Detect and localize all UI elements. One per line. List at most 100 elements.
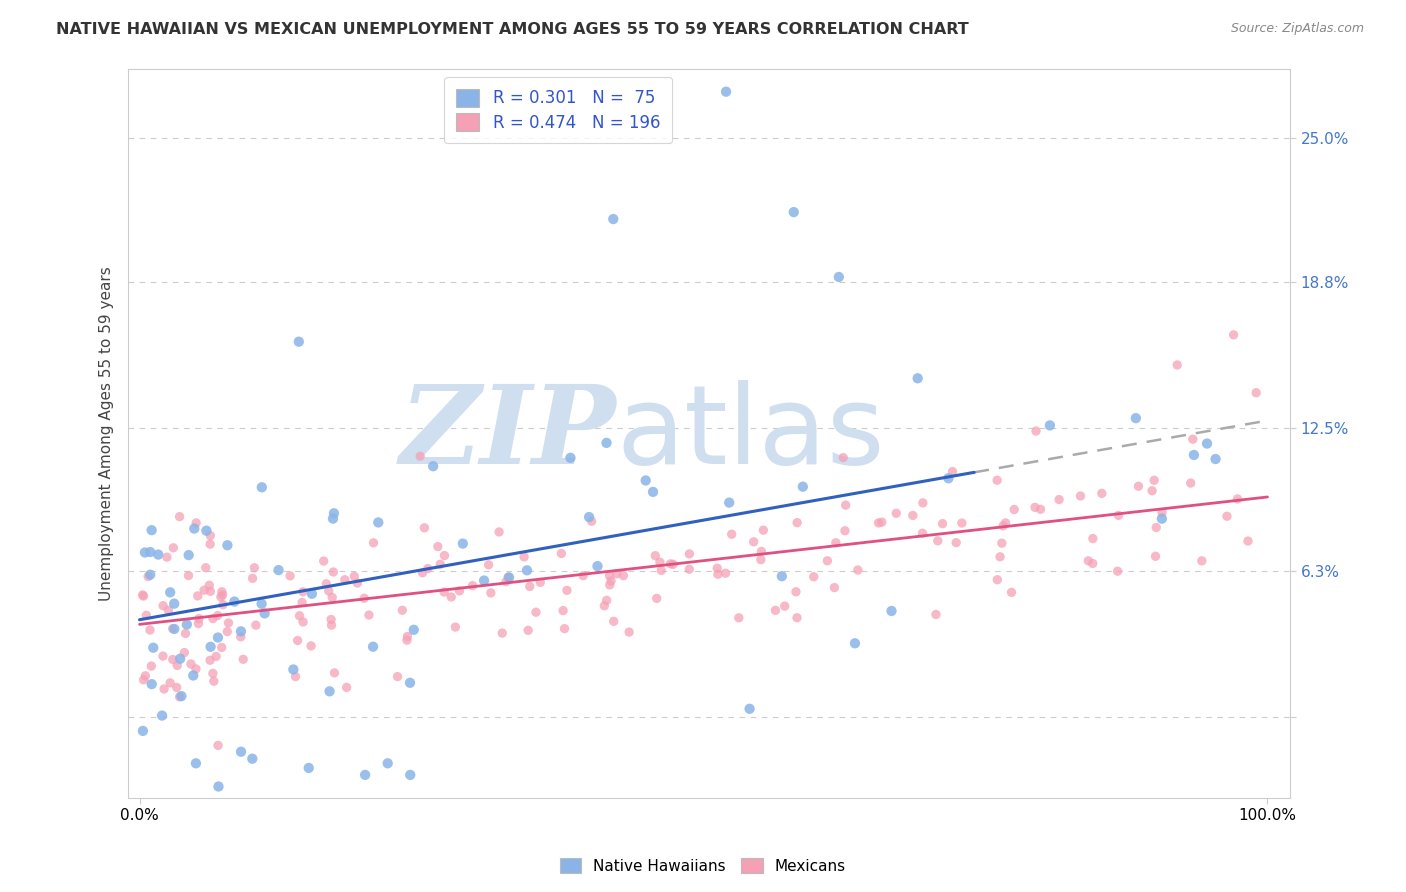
Point — [765, 603, 787, 617]
Point — [200, 528, 222, 542]
Point — [1150, 511, 1173, 525]
Point — [399, 768, 422, 782]
Point — [773, 599, 796, 613]
Point — [1107, 564, 1129, 578]
Point — [411, 566, 433, 580]
Point — [139, 623, 162, 637]
Point — [553, 603, 575, 617]
Point — [224, 594, 246, 608]
Point — [586, 559, 609, 574]
Point — [612, 568, 634, 582]
Legend: R = 0.301   N =  75, R = 0.474   N = 196: R = 0.301 N = 75, R = 0.474 N = 196 — [444, 77, 672, 144]
Point — [449, 583, 471, 598]
Point — [141, 659, 163, 673]
Point — [139, 545, 162, 559]
Point — [1237, 534, 1260, 549]
Point — [868, 516, 890, 530]
Point — [461, 579, 484, 593]
Point — [516, 563, 538, 577]
Text: Source: ZipAtlas.com: Source: ZipAtlas.com — [1230, 22, 1364, 36]
Point — [184, 756, 207, 771]
Point — [391, 603, 413, 617]
Point — [166, 658, 188, 673]
Point — [187, 616, 209, 631]
Point — [834, 524, 856, 538]
Point — [714, 566, 737, 581]
Point — [550, 546, 572, 560]
Point — [242, 571, 264, 585]
Point — [287, 633, 309, 648]
Point — [253, 607, 276, 621]
Point — [451, 536, 474, 550]
Point — [1205, 452, 1227, 467]
Point — [1024, 500, 1046, 515]
Point — [387, 670, 409, 684]
Point — [803, 570, 825, 584]
Point — [714, 85, 737, 99]
Point — [169, 652, 191, 666]
Point — [207, 780, 229, 794]
Text: NATIVE HAWAIIAN VS MEXICAN UNEMPLOYMENT AMONG AGES 55 TO 59 YEARS CORRELATION CH: NATIVE HAWAIIAN VS MEXICAN UNEMPLOYMENT … — [56, 22, 969, 37]
Point — [901, 508, 924, 523]
Point — [617, 625, 640, 640]
Point — [367, 516, 389, 530]
Point — [323, 506, 346, 520]
Point — [880, 604, 903, 618]
Point — [1081, 557, 1104, 571]
Point — [517, 624, 540, 638]
Point — [180, 657, 202, 671]
Point — [824, 535, 846, 549]
Point — [396, 630, 419, 644]
Point — [243, 561, 266, 575]
Point — [988, 549, 1011, 564]
Point — [322, 565, 344, 579]
Point — [678, 562, 700, 576]
Point — [659, 557, 682, 571]
Point — [159, 676, 181, 690]
Point — [323, 665, 346, 680]
Point — [498, 570, 520, 584]
Point — [169, 509, 191, 524]
Point — [157, 603, 180, 617]
Point — [318, 684, 340, 698]
Point — [131, 588, 153, 602]
Point — [211, 584, 233, 599]
Point — [134, 545, 156, 559]
Point — [132, 673, 155, 687]
Point — [207, 608, 229, 623]
Point — [645, 591, 668, 606]
Point — [593, 599, 616, 613]
Point — [205, 649, 228, 664]
Point — [299, 639, 322, 653]
Point — [1226, 491, 1249, 506]
Point — [169, 690, 191, 704]
Point — [706, 561, 728, 575]
Point — [742, 534, 765, 549]
Point — [1244, 385, 1267, 400]
Point — [554, 622, 576, 636]
Point — [209, 590, 232, 604]
Point — [727, 611, 749, 625]
Point — [312, 554, 335, 568]
Point — [201, 611, 224, 625]
Point — [343, 569, 366, 583]
Point — [907, 371, 929, 385]
Point — [174, 626, 197, 640]
Point — [555, 583, 578, 598]
Point — [177, 548, 200, 562]
Point — [479, 586, 502, 600]
Y-axis label: Unemployment Among Ages 55 to 59 years: Unemployment Among Ages 55 to 59 years — [100, 266, 114, 600]
Point — [346, 576, 368, 591]
Point — [815, 554, 838, 568]
Point — [166, 681, 188, 695]
Point — [141, 677, 163, 691]
Point — [524, 605, 547, 619]
Point — [416, 561, 439, 575]
Point — [132, 589, 155, 603]
Point — [991, 519, 1014, 533]
Point — [195, 524, 218, 538]
Point — [322, 511, 344, 525]
Point — [718, 495, 741, 509]
Point — [519, 579, 541, 593]
Point — [363, 536, 385, 550]
